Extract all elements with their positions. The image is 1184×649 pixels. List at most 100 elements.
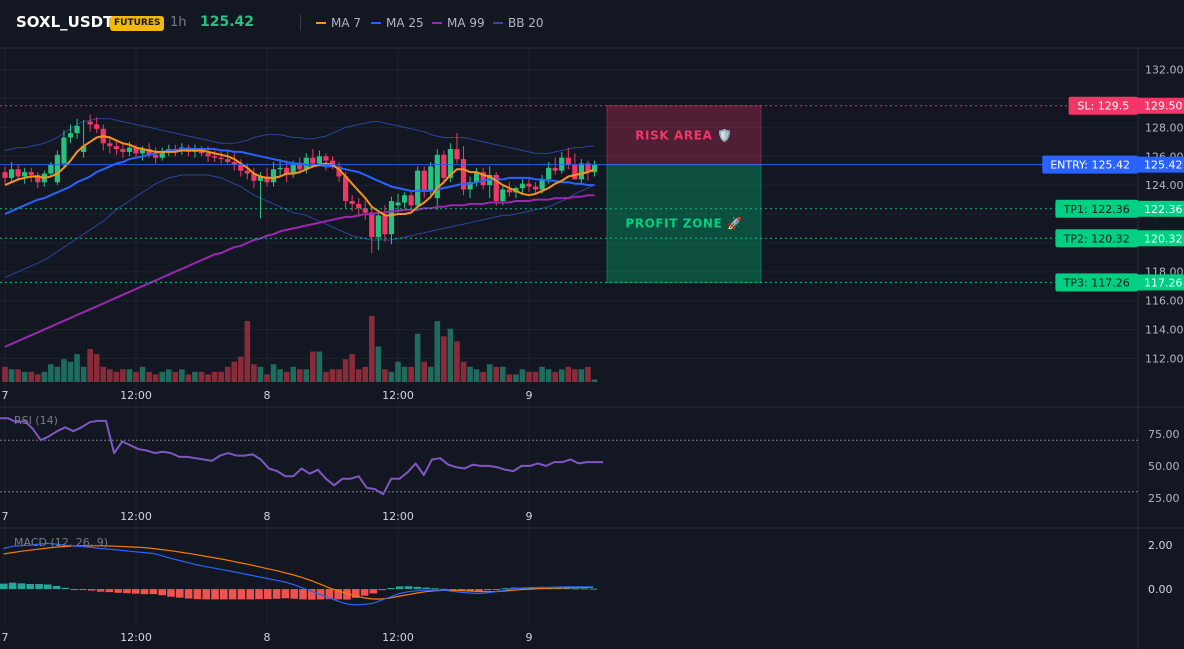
volume-bar xyxy=(323,371,329,382)
macd-histogram-bar xyxy=(334,589,342,600)
candle-body xyxy=(441,154,447,178)
macd-axis-tick: 2.00 xyxy=(1148,539,1173,552)
candle-body xyxy=(585,163,591,173)
candle-body xyxy=(546,167,552,180)
volume-bar xyxy=(146,371,152,382)
macd-histogram-bar xyxy=(96,589,105,592)
candle-body xyxy=(284,167,290,174)
candle-body xyxy=(15,169,21,177)
futures-badge: FUTURES xyxy=(110,16,165,31)
legend-ma99[interactable]: MA 99 xyxy=(432,16,485,30)
candle-body xyxy=(35,175,41,183)
legend-swatch xyxy=(371,21,381,24)
volume-bar xyxy=(545,369,552,382)
volume-bar xyxy=(41,371,48,382)
candle-body xyxy=(382,215,388,235)
time-axis-tick: 12:00 xyxy=(382,510,414,523)
symbol-name[interactable]: SOXL_USDT xyxy=(16,13,114,31)
macd-histogram-bar xyxy=(237,589,246,600)
volume-bar xyxy=(133,371,139,382)
volume-bar xyxy=(93,354,100,382)
volume-bar xyxy=(244,321,251,382)
candle-body xyxy=(270,169,277,183)
candle-body xyxy=(428,166,434,191)
price-axis-tick: 124.00 xyxy=(1145,179,1184,192)
volume-bar xyxy=(493,366,500,382)
macd-histogram-bar xyxy=(26,584,34,590)
legend-ma7[interactable]: MA 7 xyxy=(316,16,361,30)
legend-ma25[interactable]: MA 25 xyxy=(371,16,424,30)
candle-body xyxy=(349,201,355,204)
last-price: 125.42 xyxy=(200,14,255,30)
volume-bar xyxy=(139,366,146,382)
candle-body xyxy=(388,201,395,235)
level-tag-sl: SL: 129.5 xyxy=(1077,100,1129,113)
candle-body xyxy=(139,149,146,154)
candle-body xyxy=(362,208,368,213)
macd-histogram-bar xyxy=(184,589,193,599)
time-axis-tick: 12:00 xyxy=(120,631,152,644)
time-axis-tick: 12:00 xyxy=(120,510,152,523)
macd-title: MACD (12, 26, 9) xyxy=(14,536,108,549)
macd-histogram-bar xyxy=(149,589,158,595)
candle-body xyxy=(22,172,28,177)
volume-bar xyxy=(585,366,591,382)
volume-bar xyxy=(578,369,585,382)
volume-bar xyxy=(591,379,598,382)
volume-bar xyxy=(283,371,290,382)
volume-bar xyxy=(126,369,133,382)
candle-body xyxy=(2,172,8,178)
volume-bar xyxy=(61,359,67,382)
macd-histogram-bar xyxy=(114,589,122,593)
volume-bar xyxy=(375,346,382,382)
volume-bar xyxy=(310,351,316,382)
volume-bar xyxy=(48,364,54,382)
header-divider xyxy=(300,15,301,31)
candle-body xyxy=(205,153,211,157)
rsi-line xyxy=(0,417,604,496)
macd-histogram-bar xyxy=(299,589,307,600)
macd-histogram-bar xyxy=(61,587,70,590)
macd-histogram-bar xyxy=(448,589,457,591)
macd-histogram-bar xyxy=(413,586,422,590)
candle-body xyxy=(81,146,87,152)
candle-body xyxy=(539,179,545,190)
candle-body xyxy=(48,164,54,174)
macd-histogram-bar xyxy=(44,584,52,590)
candle-body xyxy=(336,166,342,177)
macd-axis-tick: 0.00 xyxy=(1148,583,1173,596)
candle-body xyxy=(519,183,526,189)
legend-bb20[interactable]: BB 20 xyxy=(493,16,544,30)
macd-signal-line xyxy=(3,545,594,600)
macd-histogram-bar xyxy=(88,589,96,591)
candle-body xyxy=(447,149,453,178)
volume-bar xyxy=(480,371,486,382)
macd-histogram-bar xyxy=(572,588,580,590)
level-tag-bg xyxy=(1042,155,1138,174)
macd-histogram-bar xyxy=(343,589,351,600)
price-axis-tick: 114.00 xyxy=(1145,323,1184,336)
volume-bar xyxy=(198,371,205,382)
volume-bar xyxy=(257,366,264,382)
volume-bar xyxy=(120,369,126,382)
rsi-axis-tick: 50.00 xyxy=(1148,460,1180,473)
macd-histogram-bar xyxy=(484,589,492,591)
candle-body xyxy=(526,183,532,187)
candle-body xyxy=(565,157,571,165)
timeframe-label[interactable]: 1h xyxy=(170,15,187,30)
candle-body xyxy=(120,149,126,152)
volume-bar xyxy=(316,351,323,382)
candle-body xyxy=(369,212,375,238)
volume-bar xyxy=(54,366,61,382)
time-axis-tick: 7 xyxy=(2,631,9,644)
legend-swatch xyxy=(432,21,442,24)
macd-histogram-bar xyxy=(193,589,202,600)
price-label-bg xyxy=(1138,200,1184,217)
volume-bar xyxy=(296,369,303,382)
price-label-bg xyxy=(1138,97,1184,114)
legend-swatch xyxy=(316,21,326,24)
candle-body xyxy=(244,170,250,174)
candle-body xyxy=(316,156,322,164)
volume-bar xyxy=(329,369,336,382)
